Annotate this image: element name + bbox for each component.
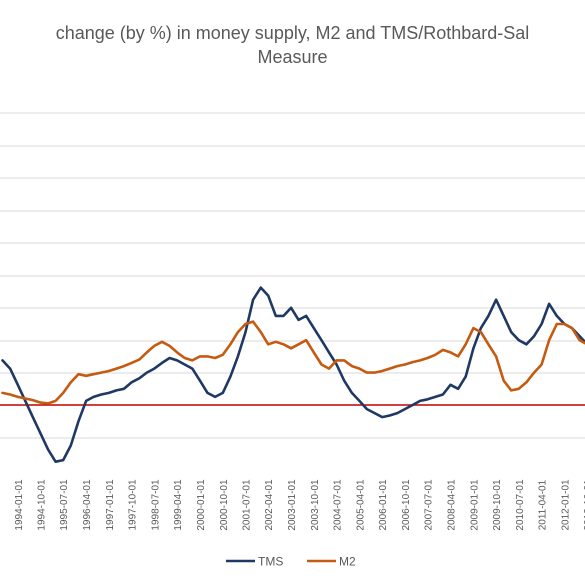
x-tick-label: 2004-07-01 [333, 479, 344, 531]
legend: TMS M2 [226, 555, 356, 569]
x-tick-label: 2012-01-01 [560, 479, 571, 531]
x-tick-label: 2007-07-01 [424, 479, 435, 531]
x-tick-label: 2006-10-01 [401, 479, 412, 531]
x-tick-label: 1995-07-01 [59, 479, 70, 531]
legend-label-tms: TMS [258, 555, 283, 569]
x-tick-label: 2009-10-01 [492, 479, 503, 531]
x-tick-label: 2010-07-01 [515, 479, 526, 531]
x-tick-label: 1997-01-01 [105, 479, 116, 531]
x-tick-label: 2005-04-01 [355, 479, 366, 531]
x-tick-label: 2002-04-01 [264, 479, 275, 531]
x-tick-label: 2008-04-01 [447, 479, 458, 531]
x-tick-label: 1994-10-01 [37, 479, 48, 531]
series-lines [1, 286, 585, 463]
x-tick-label: 2011-04-01 [538, 479, 549, 530]
x-axis-tick-labels: 1994-01-01 1994-10-01 1995-07-01 1996-04-01… [14, 479, 585, 531]
chart-title-line-2: Measure [257, 47, 327, 67]
x-tick-label: 1994-01-01 [14, 479, 25, 531]
legend-label-m2: M2 [339, 555, 356, 569]
x-tick-label: 2009-01-01 [469, 479, 480, 531]
series-line-m2 [1, 320, 585, 405]
x-tick-label: 1999-04-01 [173, 479, 184, 531]
chart-title-line-1: change (by %) in money supply, M2 and TM… [56, 23, 530, 43]
x-tick-label: 2006-01-01 [378, 479, 389, 531]
x-tick-label: 2003-01-01 [287, 479, 298, 531]
x-tick-label: 1997-10-01 [128, 479, 139, 531]
x-tick-label: 2000-10-01 [219, 479, 230, 531]
x-tick-label: 2003-10-01 [310, 479, 321, 531]
x-tick-label: 2001-07-01 [242, 479, 253, 531]
x-tick-label: 1996-04-01 [82, 479, 93, 531]
x-tick-label: 2012-10-01 [583, 479, 585, 531]
x-tick-label: 2000-01-01 [196, 479, 207, 531]
x-tick-label: 1998-07-01 [150, 479, 161, 531]
